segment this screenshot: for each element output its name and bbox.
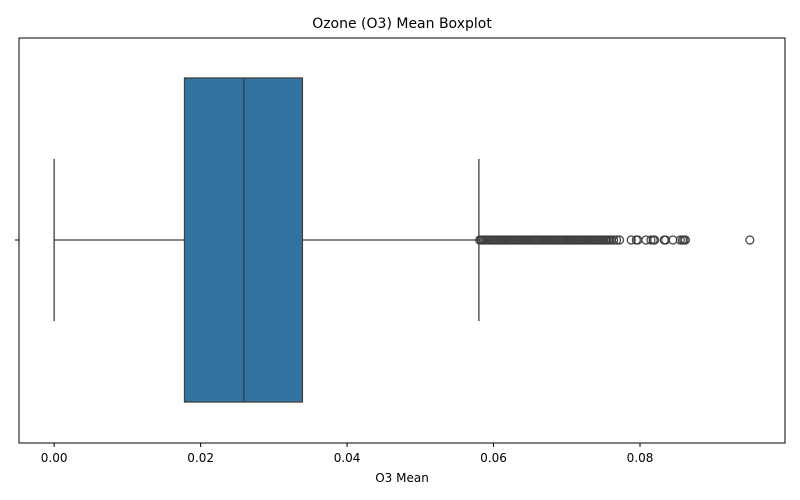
x-tick-label: 0.04 (334, 451, 361, 465)
outlier-point (650, 235, 660, 245)
outlier-point (680, 235, 691, 245)
outliers (475, 235, 755, 245)
whiskers (53, 159, 480, 321)
x-axis-ticks: 0.00 0.02 0.04 0.06 0.08 (41, 443, 654, 465)
x-tick-label: 0.06 (480, 451, 507, 465)
box (183, 77, 304, 403)
x-tick-label: 0.00 (41, 451, 68, 465)
x-tick-label: 0.02 (187, 451, 214, 465)
outlier-point (745, 235, 755, 245)
outlier-point (661, 235, 671, 245)
outlier-point (626, 235, 636, 245)
outlier-point (609, 235, 619, 245)
outlier-point (641, 235, 651, 245)
outlier-point (611, 235, 622, 245)
x-axis-label: O3 Mean (375, 471, 429, 485)
outlier-point (614, 235, 625, 245)
x-tick-label: 0.08 (627, 451, 654, 465)
chart-title: Ozone (O3) Mean Boxplot (312, 16, 492, 32)
outlier-point (668, 235, 678, 245)
